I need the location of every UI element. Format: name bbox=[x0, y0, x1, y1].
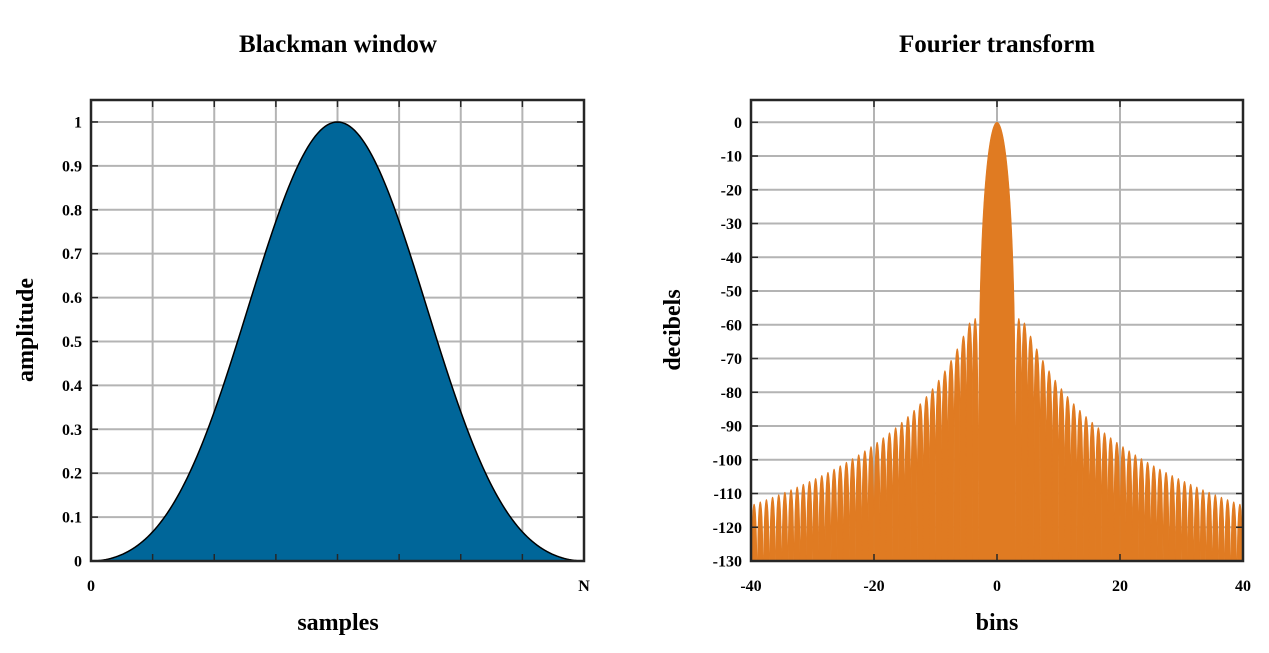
window-area bbox=[90, 121, 585, 562]
x-tick-label: -20 bbox=[863, 578, 884, 595]
y-axis-label: decibels bbox=[660, 289, 686, 370]
y-tick-label: -110 bbox=[714, 486, 742, 503]
y-tick-label: 0 bbox=[74, 554, 82, 571]
x-tick-label: N bbox=[578, 578, 590, 595]
y-tick-label: -130 bbox=[713, 554, 742, 571]
y-tick-label: -80 bbox=[721, 385, 742, 402]
y-tick-labels: 0 0.1 0.2 0.3 0.4 0.5 0.6 0.7 0.8 0.9 1 bbox=[62, 114, 82, 570]
y-tick-label: 0.5 bbox=[62, 334, 82, 351]
chart-title: Blackman window bbox=[239, 31, 437, 58]
y-tick-label: 0.6 bbox=[62, 290, 82, 307]
plot-frame bbox=[749, 98, 1245, 563]
y-tick-label: 0.9 bbox=[62, 158, 82, 175]
x-axis-label: bins bbox=[976, 610, 1019, 636]
y-tick-label: -50 bbox=[721, 284, 742, 301]
y-tick-label: 0.8 bbox=[62, 202, 82, 219]
x-axis-label: samples bbox=[297, 610, 378, 636]
y-tick-label: -20 bbox=[721, 182, 742, 199]
x-tick-label: 20 bbox=[1112, 578, 1128, 595]
chart-blackman-window: Blackman window 0 0.1 0.2 0.3 0.4 0.5 0.6 0.7 0.… bbox=[13, 31, 590, 636]
x-tick-label: -40 bbox=[740, 578, 761, 595]
y-tick-label: -100 bbox=[713, 452, 742, 469]
y-tick-label: 0 bbox=[734, 115, 742, 132]
chart-title: Fourier transform bbox=[899, 31, 1095, 58]
y-tick-label: -30 bbox=[721, 216, 742, 233]
y-tick-labels: 0 -10 -20 -30 -40 -50 -60 -70 -80 -90 -100 -110 -120… bbox=[713, 115, 742, 571]
x-tick-label: 0 bbox=[993, 578, 1001, 595]
y-tick-label: -40 bbox=[721, 250, 742, 267]
y-tick-label: -10 bbox=[721, 149, 742, 166]
y-tick-label: 0.2 bbox=[62, 466, 82, 483]
y-tick-label: 0.3 bbox=[62, 422, 82, 439]
y-tick-label: -70 bbox=[721, 351, 742, 368]
x-tick-labels: -40 -20 0 20 40 bbox=[740, 578, 1251, 595]
x-tick-label: 40 bbox=[1235, 578, 1251, 595]
y-tick-label: 0.1 bbox=[62, 510, 82, 527]
y-tick-label: -90 bbox=[721, 419, 742, 436]
chart-fourier-transform: Fourier transform 0 -10 -20 -30 -40 -50 -60 -70… bbox=[660, 31, 1251, 636]
y-tick-label: 0.4 bbox=[62, 378, 82, 395]
y-tick-label: -60 bbox=[721, 317, 742, 334]
x-tick-label: 0 bbox=[87, 578, 95, 595]
spectrum-area bbox=[750, 121, 1244, 562]
y-tick-label: 0.7 bbox=[62, 246, 82, 263]
plot-frame bbox=[89, 98, 586, 563]
y-tick-label: 1 bbox=[74, 114, 82, 131]
y-tick-label: -120 bbox=[713, 520, 742, 537]
y-axis-label: amplitude bbox=[13, 278, 39, 382]
